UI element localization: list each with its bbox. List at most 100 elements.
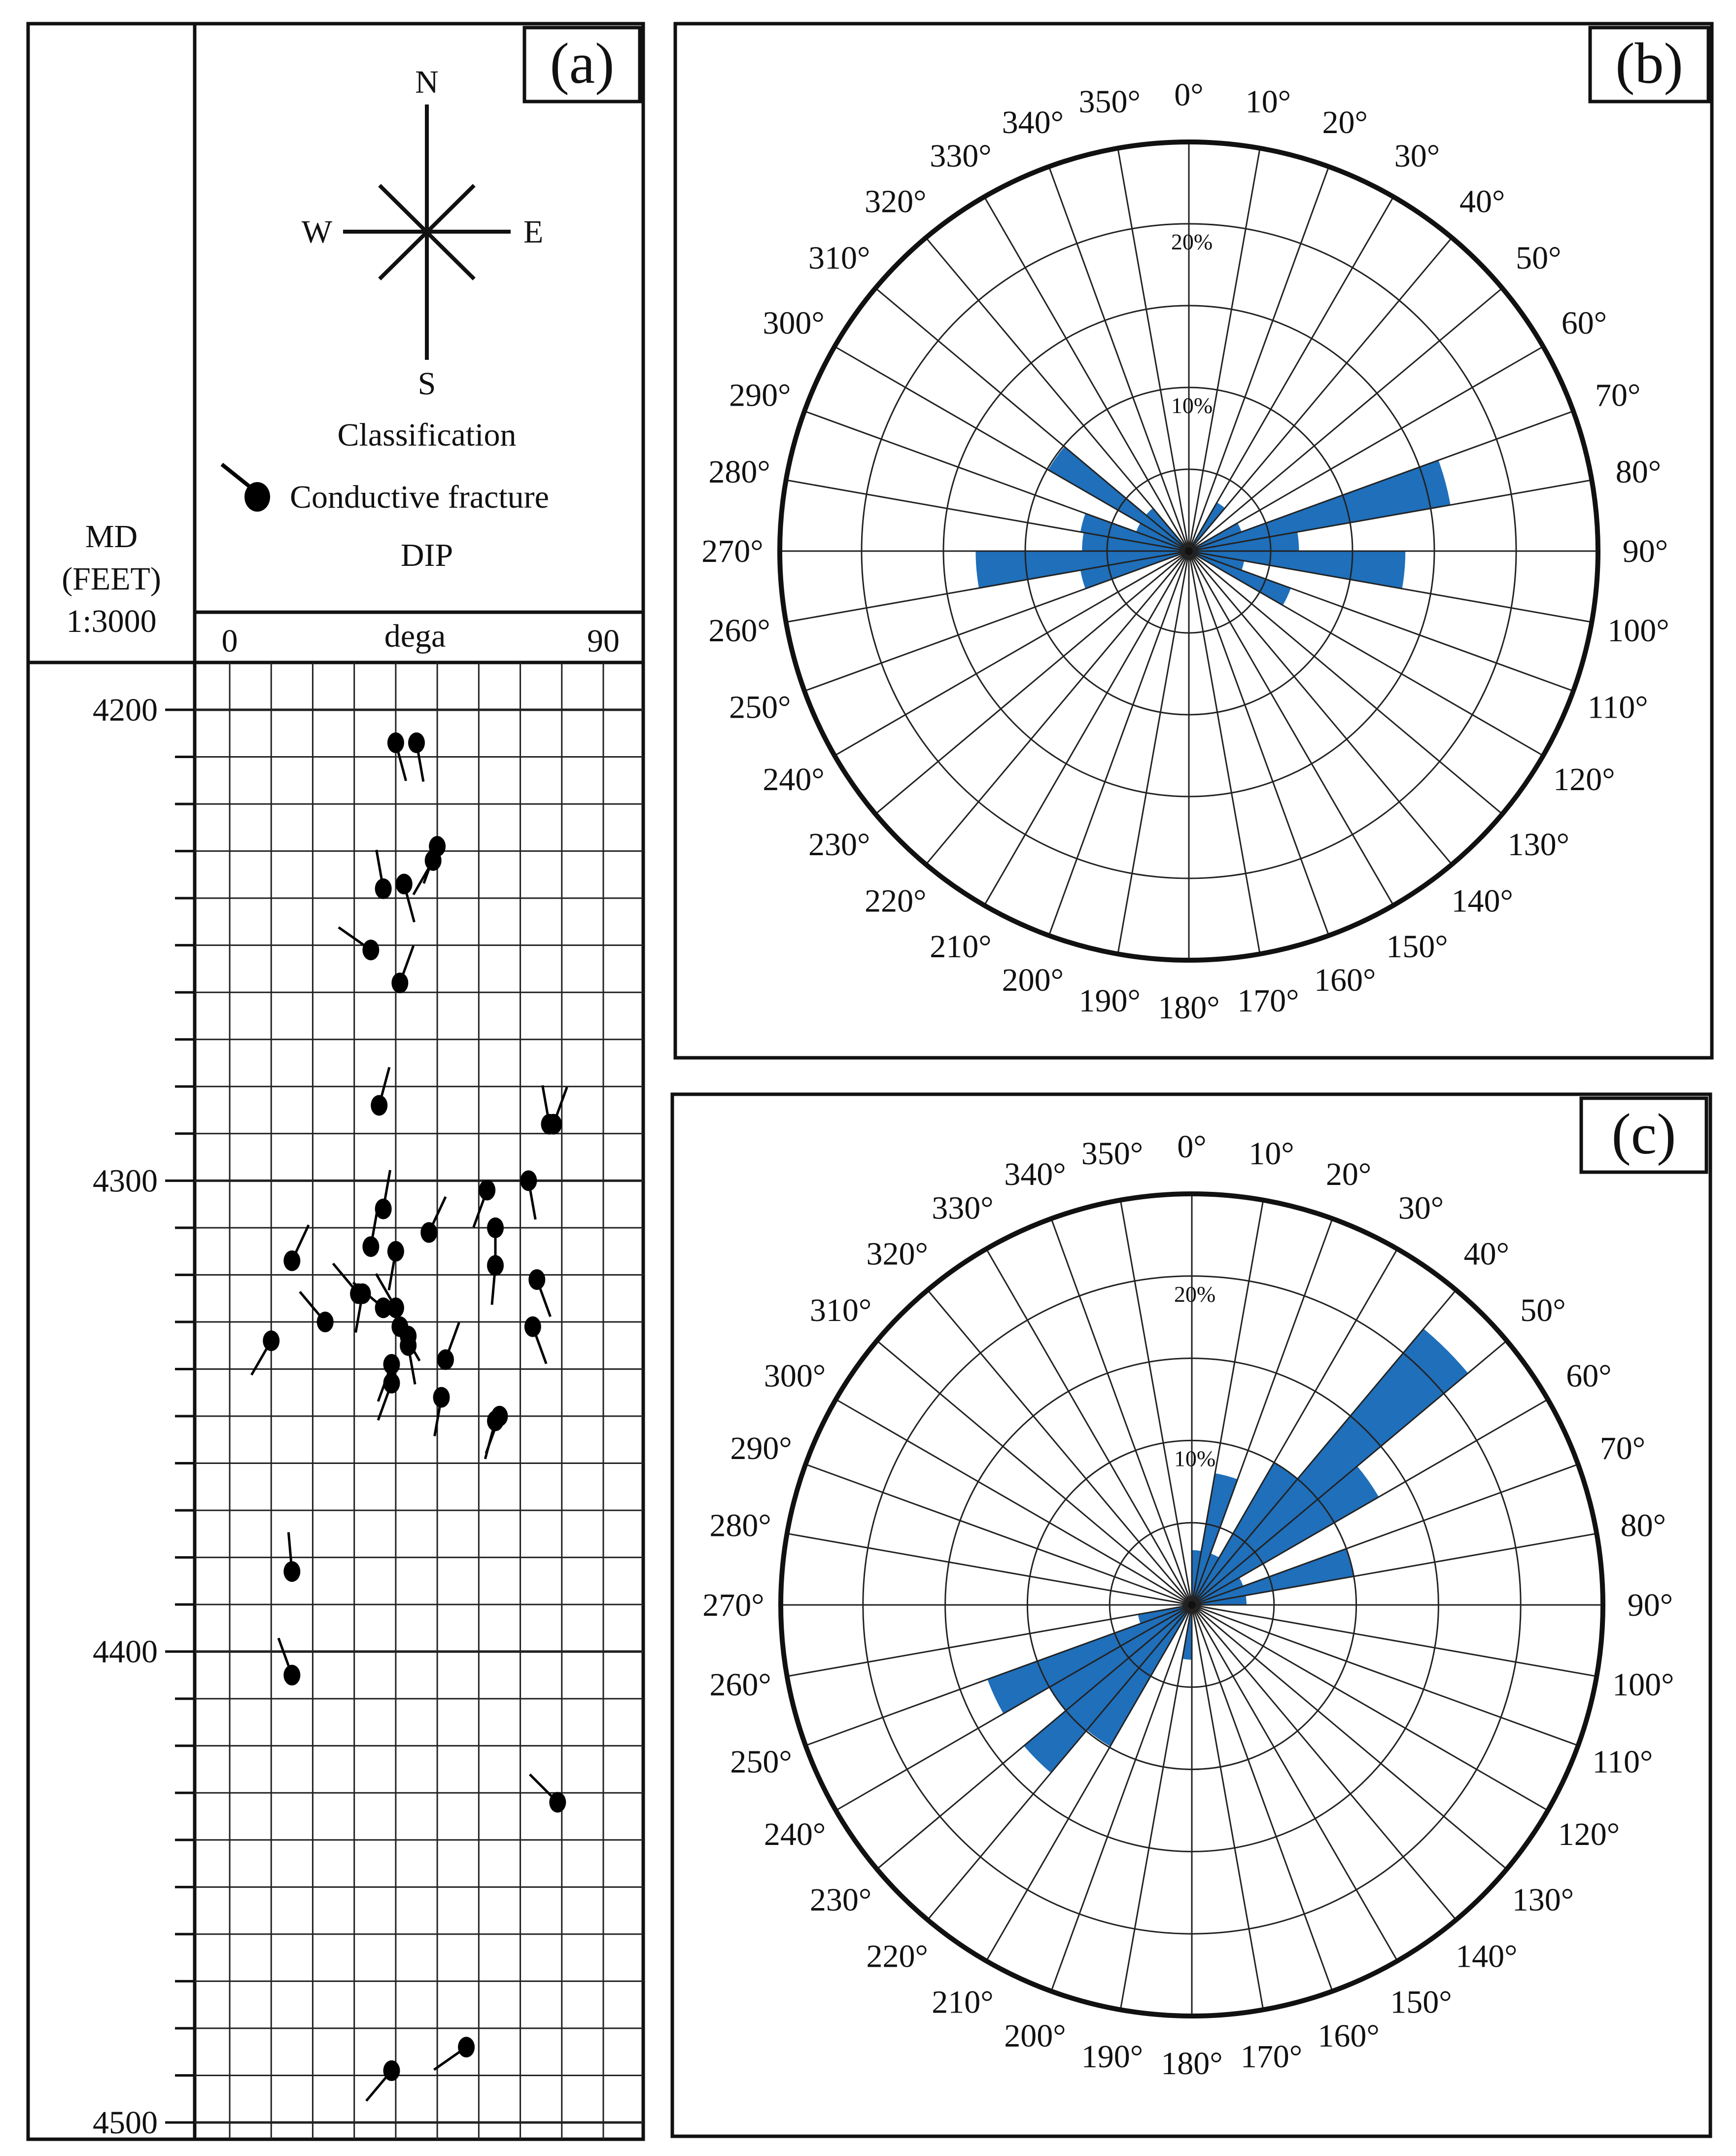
rose-spoke [787, 1532, 1192, 1606]
rose-angle-label: 50° [1516, 240, 1561, 276]
fracture-point [371, 1067, 391, 1116]
rose-angle-label: 340° [1004, 1156, 1066, 1192]
rose-angle-label: 310° [810, 1292, 871, 1328]
rose-angle-label: 250° [729, 690, 791, 726]
rose-angle-label: 50° [1520, 1292, 1565, 1328]
rose-spoke [1188, 550, 1574, 692]
rose-angle-label: 340° [1002, 104, 1064, 140]
rose-angle-label: 310° [808, 240, 870, 276]
fracture-point [408, 732, 425, 782]
panel-a-label-box [522, 26, 642, 104]
rose-spoke [1188, 551, 1330, 936]
rose-radial-label: 20% [1171, 229, 1213, 254]
rose-center [1185, 547, 1193, 555]
rose-radial-label: 10% [1171, 393, 1213, 418]
rose-spoke [1191, 1604, 1507, 1870]
rose-spoke [875, 550, 1189, 815]
depth-ticks: 4200 4300 4400 4500 [93, 692, 195, 2141]
rose-spoke [1188, 479, 1592, 552]
rose-spoke [1119, 1604, 1193, 2010]
rose-angle-label: 100° [1612, 1667, 1674, 1703]
rose-spoke [1188, 550, 1503, 815]
rose-angle-label: 290° [730, 1430, 792, 1466]
rose-spoke [1191, 1248, 1398, 1605]
rose-angle-label: 210° [930, 929, 991, 965]
rose-spoke [927, 1604, 1193, 1920]
dip-axis-max-label: 90 [587, 623, 620, 659]
rose-angle-label: 70° [1600, 1430, 1645, 1466]
depth-tick-label: 4200 [93, 692, 158, 728]
fracture-point [433, 2037, 475, 2071]
rose-angle-label: 230° [810, 1882, 871, 1918]
rose-b: 10% 20% 0° 10° 20° 30° 40° 50°60° 70° 80° 90° 100° 1… [701, 77, 1669, 1026]
rose-spoke [1191, 1604, 1579, 1746]
rose-angle-label: 270° [701, 533, 763, 569]
rose-spoke [1048, 551, 1190, 936]
rose-angle-label: 350° [1078, 84, 1140, 120]
rose-spoke [1117, 148, 1190, 552]
rose-angle-label: 150° [1386, 929, 1448, 965]
rose-spoke [787, 1604, 1192, 1677]
fracture-point [400, 1335, 417, 1385]
rose-angle-label: 290° [729, 377, 791, 413]
rose-angle-label: 200° [1004, 2018, 1066, 2054]
rose-angle-label: 270° [702, 1587, 764, 1623]
depth-header-line3: 1:3000 [66, 603, 156, 639]
rose-spoke [786, 550, 1189, 623]
rose-radial-label: 20% [1174, 1282, 1215, 1307]
compass-east-label: E [523, 214, 543, 250]
rose-angle-label: 120° [1558, 1816, 1620, 1852]
rose-spoke [1188, 551, 1394, 906]
rose-spoke [1188, 166, 1330, 552]
rose-angle-label: 240° [764, 1816, 826, 1852]
rose-angle-label: 10° [1249, 1136, 1294, 1172]
rose-angle-label: 220° [865, 883, 926, 919]
rose-angle-label: 80° [1616, 454, 1661, 490]
rose-spoke [1191, 1604, 1398, 1962]
compass-south-label: S [418, 366, 436, 402]
fracture-point [528, 1269, 552, 1317]
rose-spoke [927, 1289, 1193, 1605]
rose-angle-label: 240° [763, 762, 824, 798]
rose-angle-label: 160° [1318, 2018, 1379, 2054]
rose-spoke [1188, 196, 1394, 552]
rose-angle-label: 280° [709, 1508, 771, 1544]
rose-angle-label: 350° [1081, 1136, 1143, 1172]
rose-spoke [1050, 1218, 1193, 1605]
rose-angle-label: 180° [1161, 2046, 1222, 2082]
rose-angle-label: 30° [1398, 1190, 1444, 1226]
rose-spoke [1188, 287, 1503, 552]
rose-spoke [1188, 346, 1544, 552]
fracture-point [524, 1316, 548, 1364]
rose-angle-label: 60° [1566, 1358, 1611, 1394]
fracture-point [391, 945, 415, 994]
rose-spoke [834, 346, 1189, 552]
fracture-point [487, 1255, 504, 1305]
rose-angle-label: 90° [1623, 533, 1668, 569]
fracture-point [395, 873, 416, 923]
panel-b-rose-diagram: (b) 10%20%0° 10°20°30°40°50°60°70°80°90°1… [673, 22, 1714, 1060]
panel-a-fracture-log: (a) N S W E Classification Conductive fr… [26, 22, 645, 2141]
rose-spoke [983, 196, 1190, 552]
rose-angle-label: 230° [808, 827, 870, 863]
fracture-point [354, 1283, 371, 1333]
rose-spoke [834, 550, 1189, 757]
rose-angle-label: 170° [1237, 983, 1299, 1019]
rose-spoke [1191, 1604, 1549, 1811]
rose-spoke [1188, 237, 1453, 552]
rose-angle-label: 260° [708, 613, 770, 649]
rose-spoke [805, 1463, 1192, 1606]
rose-spoke [835, 1604, 1192, 1811]
fracture-point [365, 2060, 400, 2102]
panel-b-label: (b) [1615, 31, 1683, 96]
rose-angle-label: 70° [1595, 377, 1640, 413]
rose-angle-label: 100° [1607, 613, 1669, 649]
dip-axis-min-label: 0 [222, 623, 238, 659]
rose-angle-label: 20° [1322, 104, 1368, 140]
rose-spoke [1119, 1200, 1193, 1605]
rose-angle-label: 190° [1078, 983, 1140, 1019]
panel-a-label: (a) [550, 31, 615, 96]
rose-spoke [1191, 1604, 1264, 2010]
rose-angle-label: 320° [867, 1236, 928, 1272]
fracture-point [283, 1224, 310, 1271]
